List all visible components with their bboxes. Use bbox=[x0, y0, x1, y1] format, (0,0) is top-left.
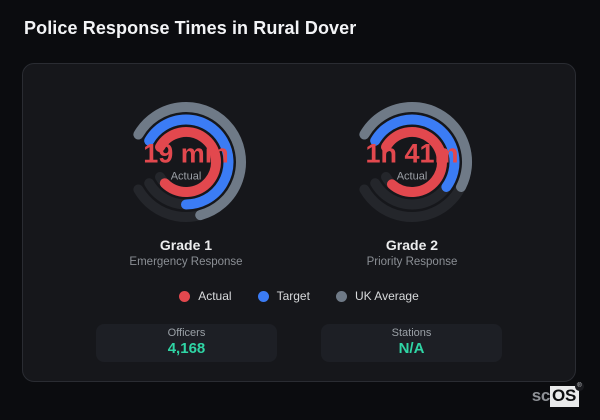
stat-officers: Officers 4,168 bbox=[96, 324, 277, 362]
gauge-center-grade-2: 1h 41m Actual bbox=[367, 139, 457, 182]
legend-item-target[interactable]: Target bbox=[257, 289, 310, 303]
gauge-value: 1h 41m bbox=[367, 139, 457, 169]
grade-title: Grade 2 bbox=[385, 237, 439, 253]
registered-trademark-icon: ® bbox=[575, 381, 584, 391]
legend-item-actual[interactable]: Actual bbox=[179, 289, 232, 303]
response-times-card: 19 min Actual Grade 1 Emergency Response… bbox=[22, 63, 576, 382]
scos-logo-suffix: OS ® bbox=[550, 381, 584, 407]
stat-label: Stations bbox=[391, 327, 432, 340]
stat-stations: Stations N/A bbox=[321, 324, 502, 362]
gauge-rings-grade-1: 19 min Actual bbox=[124, 100, 248, 224]
gauge-row: 19 min Actual Grade 1 Emergency Response… bbox=[23, 100, 575, 268]
scos-logo-prefix: sc bbox=[531, 386, 551, 406]
gauge-rings-grade-2: 1h 41m Actual bbox=[350, 100, 474, 224]
legend-dot-actual-icon bbox=[179, 290, 191, 302]
stat-value: 4,168 bbox=[167, 340, 206, 358]
legend-label: Actual bbox=[198, 289, 232, 303]
grade-subtitle: Priority Response bbox=[366, 256, 458, 268]
stat-value: N/A bbox=[398, 340, 425, 358]
legend-item-uk-average[interactable]: UK Average bbox=[335, 289, 419, 303]
legend-dot-target-icon bbox=[257, 290, 269, 302]
gauge-value: 19 min bbox=[143, 139, 229, 169]
legend-label: Target bbox=[276, 289, 310, 303]
legend-dot-uk-average-icon bbox=[335, 290, 347, 302]
grade-subtitle: Emergency Response bbox=[129, 256, 243, 268]
gauge-grade-2: 1h 41m Actual Grade 2 Priority Response bbox=[299, 100, 525, 268]
legend-label: UK Average bbox=[354, 289, 419, 303]
legend: Actual Target UK Average bbox=[23, 289, 575, 303]
grade-title: Grade 1 bbox=[159, 237, 213, 253]
stat-label: Officers bbox=[167, 327, 206, 340]
gauge-chart-icon bbox=[133, 102, 246, 222]
gauge-chart-icon bbox=[359, 102, 473, 222]
gauge-value-label: Actual bbox=[170, 170, 202, 183]
gauge-center-grade-1: 19 min Actual bbox=[141, 139, 231, 182]
gauge-value-label: Actual bbox=[396, 170, 428, 183]
page-title: Police Response Times in Rural Dover bbox=[24, 18, 357, 38]
stats-row: Officers 4,168 Stations N/A bbox=[23, 324, 575, 362]
scos-logo: sc OS ® bbox=[531, 381, 584, 407]
gauge-grade-1: 19 min Actual Grade 1 Emergency Response bbox=[73, 100, 299, 268]
